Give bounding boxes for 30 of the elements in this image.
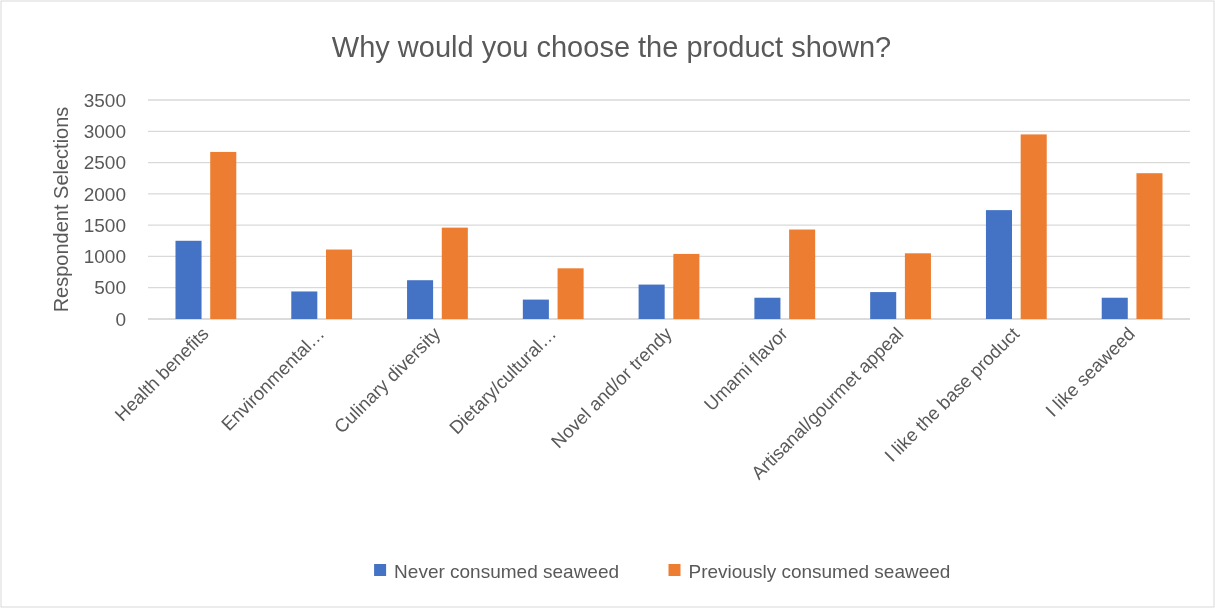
y-tick-label: 2500 (83, 152, 126, 174)
bar (1101, 297, 1128, 319)
bar (210, 151, 237, 319)
bar (291, 291, 318, 319)
bar (638, 284, 665, 319)
y-tick-label: 3500 (83, 89, 126, 111)
bar (1020, 134, 1047, 319)
bar (522, 299, 549, 319)
y-tick-label: 1500 (83, 214, 126, 236)
bar (985, 210, 1012, 319)
bar (441, 227, 468, 319)
legend-label: Never consumed seaweed (394, 560, 620, 582)
bar (1136, 173, 1163, 319)
bar (175, 240, 202, 319)
bar (407, 280, 434, 319)
bar (870, 292, 897, 319)
y-tick-label: 500 (94, 277, 126, 299)
bar (326, 249, 353, 319)
chart-title: Why would you choose the product shown? (331, 31, 892, 63)
y-tick-label: 1000 (83, 246, 126, 268)
bar (557, 268, 584, 319)
bar (789, 229, 816, 319)
y-tick-label: 2000 (83, 183, 126, 205)
y-tick-label: 0 (115, 308, 126, 330)
legend-label: Previously consumed seaweed (688, 560, 951, 582)
y-axis-title: Respondent Selections (50, 106, 72, 313)
y-tick-label: 3000 (83, 120, 126, 142)
bar (673, 253, 700, 319)
bar (904, 253, 931, 319)
bar (754, 297, 781, 319)
